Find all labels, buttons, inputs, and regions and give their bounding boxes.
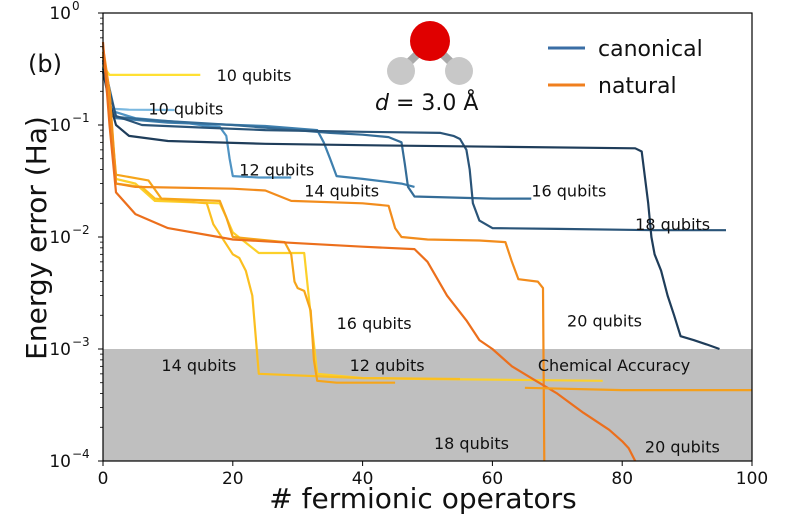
distance-value: = 3.0 Å bbox=[389, 89, 478, 116]
series-annotation: 10 qubits bbox=[217, 66, 292, 85]
series-line-4 bbox=[101, 68, 726, 232]
x-tick-label: 80 bbox=[611, 469, 633, 489]
x-tick-label: 40 bbox=[352, 469, 374, 489]
y-tick-label: 10 bbox=[49, 4, 71, 24]
series-annotation: 18 qubits bbox=[434, 434, 509, 453]
y-tick-exponent: −2 bbox=[72, 223, 90, 237]
chemical-accuracy-region bbox=[103, 349, 752, 461]
legend-label-canonical: canonical bbox=[598, 37, 703, 62]
y-tick-exponent: 0 bbox=[72, 0, 80, 13]
x-axis-title: # fermionic operators bbox=[269, 482, 576, 515]
series-line-10 bbox=[101, 46, 546, 462]
x-tick-label: 20 bbox=[222, 469, 244, 489]
series-layer bbox=[101, 42, 752, 462]
x-tick-label: 60 bbox=[482, 469, 504, 489]
series-annotation: 20 qubits bbox=[645, 437, 720, 456]
y-tick-label: 10 bbox=[49, 340, 71, 360]
series-annotation: 10 qubits bbox=[148, 100, 223, 119]
series-annotation: 12 qubits bbox=[350, 356, 425, 375]
y-tick-label: 10 bbox=[49, 116, 71, 136]
series-line-2 bbox=[101, 62, 415, 188]
legend: canonical natural bbox=[548, 37, 703, 99]
x-tick-label: 0 bbox=[98, 469, 109, 489]
series-line-3 bbox=[101, 59, 532, 200]
hydrogen-atom-right bbox=[445, 57, 473, 85]
series-annotation: 12 qubits bbox=[239, 161, 314, 180]
oxygen-atom bbox=[410, 21, 450, 61]
series-line-9 bbox=[101, 51, 396, 384]
y-tick-exponent: −3 bbox=[72, 335, 90, 349]
series-line-11 bbox=[101, 42, 637, 462]
distance-symbol: d bbox=[375, 91, 390, 116]
series-line-12 bbox=[524, 386, 752, 392]
series-annotation: 16 qubits bbox=[531, 182, 606, 201]
hydrogen-atom-left bbox=[387, 57, 415, 85]
panel-label: (b) bbox=[28, 50, 62, 78]
series-line-5 bbox=[101, 71, 720, 351]
y-tick-exponent: −1 bbox=[72, 111, 90, 125]
annotation-layer: 10 qubits 10 qubits 12 qubits 14 qubits 16 q… bbox=[148, 66, 719, 456]
y-tick-exponent: −4 bbox=[72, 447, 90, 461]
series-line-6 bbox=[102, 64, 201, 76]
y-tick-label: 10 bbox=[49, 228, 71, 248]
series-annotation: 18 qubits bbox=[635, 215, 710, 234]
y-axis-title: Energy error (Ha) bbox=[20, 116, 53, 360]
bond-distance-label: d = 3.0 Å bbox=[375, 89, 478, 116]
y-tick-label: 10 bbox=[49, 452, 71, 472]
series-annotation: 14 qubits bbox=[304, 182, 379, 201]
series-annotation: 20 qubits bbox=[567, 311, 642, 330]
legend-label-natural: natural bbox=[598, 74, 677, 99]
x-tick-label: 100 bbox=[736, 469, 768, 489]
chemical-accuracy-label: Chemical Accuracy bbox=[538, 356, 690, 375]
molecule-icon bbox=[387, 21, 473, 85]
series-annotation: 14 qubits bbox=[161, 356, 236, 375]
series-annotation: 16 qubits bbox=[337, 314, 412, 333]
